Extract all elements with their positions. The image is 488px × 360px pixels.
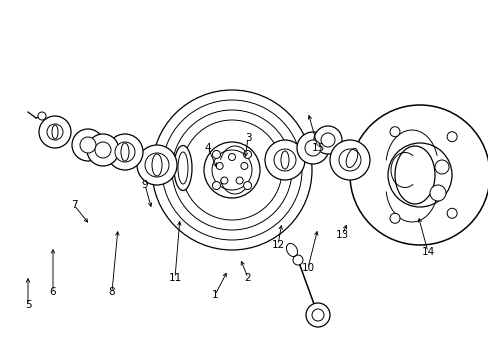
Circle shape <box>434 160 448 174</box>
Circle shape <box>212 181 220 190</box>
Circle shape <box>305 140 320 156</box>
Circle shape <box>47 124 63 140</box>
Circle shape <box>228 153 235 161</box>
Circle shape <box>429 185 445 201</box>
Circle shape <box>329 140 369 180</box>
Circle shape <box>292 255 303 265</box>
Circle shape <box>305 303 329 327</box>
Circle shape <box>216 162 223 170</box>
Circle shape <box>236 177 243 184</box>
Ellipse shape <box>394 146 434 204</box>
Circle shape <box>446 208 456 218</box>
Text: 5: 5 <box>24 300 31 310</box>
Text: 15: 15 <box>311 143 324 153</box>
Circle shape <box>137 145 177 185</box>
Text: 7: 7 <box>71 200 77 210</box>
Circle shape <box>313 126 341 154</box>
Text: 14: 14 <box>421 247 434 257</box>
Circle shape <box>87 134 119 166</box>
Circle shape <box>349 105 488 245</box>
Text: 6: 6 <box>50 287 56 297</box>
Circle shape <box>95 142 111 158</box>
Text: 12: 12 <box>271 240 284 250</box>
Text: 2: 2 <box>244 273 251 283</box>
Circle shape <box>389 127 399 137</box>
Text: 1: 1 <box>211 290 218 300</box>
Circle shape <box>107 134 142 170</box>
Circle shape <box>203 142 260 198</box>
Circle shape <box>264 140 305 180</box>
Circle shape <box>243 150 251 158</box>
Circle shape <box>39 116 71 148</box>
Circle shape <box>243 181 251 190</box>
Circle shape <box>296 132 328 164</box>
Text: 3: 3 <box>244 133 251 143</box>
Circle shape <box>389 213 399 223</box>
Circle shape <box>145 153 169 177</box>
Text: 8: 8 <box>108 287 115 297</box>
Circle shape <box>212 150 220 158</box>
Text: 4: 4 <box>204 143 211 153</box>
Circle shape <box>338 149 360 171</box>
Circle shape <box>115 142 135 162</box>
Circle shape <box>72 129 104 161</box>
Circle shape <box>273 149 295 171</box>
Circle shape <box>446 132 456 142</box>
Circle shape <box>221 177 227 184</box>
Circle shape <box>320 133 334 147</box>
Circle shape <box>80 137 96 153</box>
Text: 13: 13 <box>335 230 348 240</box>
Circle shape <box>387 143 451 207</box>
Circle shape <box>241 162 247 170</box>
Ellipse shape <box>178 152 187 184</box>
Text: 9: 9 <box>142 180 148 190</box>
Text: 11: 11 <box>168 273 181 283</box>
Circle shape <box>38 112 46 120</box>
Text: 10: 10 <box>301 263 314 273</box>
Ellipse shape <box>174 145 192 190</box>
